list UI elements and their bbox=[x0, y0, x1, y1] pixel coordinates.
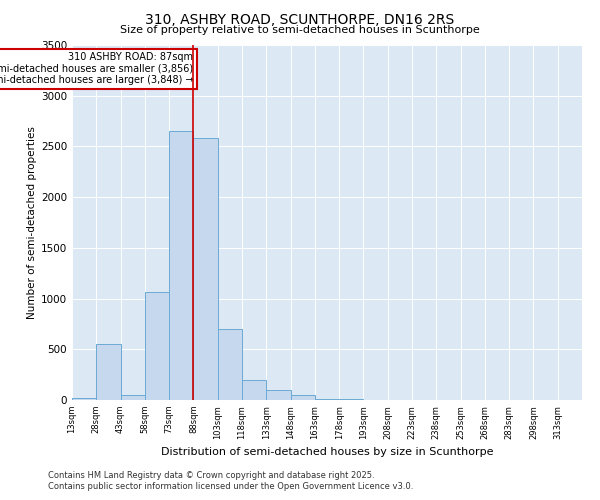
Text: Contains public sector information licensed under the Open Government Licence v3: Contains public sector information licen… bbox=[48, 482, 413, 491]
Y-axis label: Number of semi-detached properties: Number of semi-detached properties bbox=[27, 126, 37, 319]
Bar bbox=[266, 390, 290, 400]
Text: 310, ASHBY ROAD, SCUNTHORPE, DN16 2RS: 310, ASHBY ROAD, SCUNTHORPE, DN16 2RS bbox=[145, 12, 455, 26]
Text: Contains HM Land Registry data © Crown copyright and database right 2025.: Contains HM Land Registry data © Crown c… bbox=[48, 471, 374, 480]
Text: Size of property relative to semi-detached houses in Scunthorpe: Size of property relative to semi-detach… bbox=[120, 25, 480, 35]
Bar bbox=[169, 131, 193, 400]
Bar bbox=[242, 380, 266, 400]
Text: 310 ASHBY ROAD: 87sqm
← 49% of semi-detached houses are smaller (3,856)
48% of s: 310 ASHBY ROAD: 87sqm ← 49% of semi-deta… bbox=[0, 52, 193, 86]
Bar bbox=[193, 138, 218, 400]
Bar bbox=[315, 399, 339, 400]
Bar bbox=[96, 344, 121, 400]
Bar bbox=[121, 395, 145, 400]
Bar bbox=[218, 329, 242, 400]
Bar bbox=[145, 292, 169, 400]
Bar bbox=[290, 395, 315, 400]
X-axis label: Distribution of semi-detached houses by size in Scunthorpe: Distribution of semi-detached houses by … bbox=[161, 447, 493, 457]
Bar bbox=[72, 398, 96, 400]
